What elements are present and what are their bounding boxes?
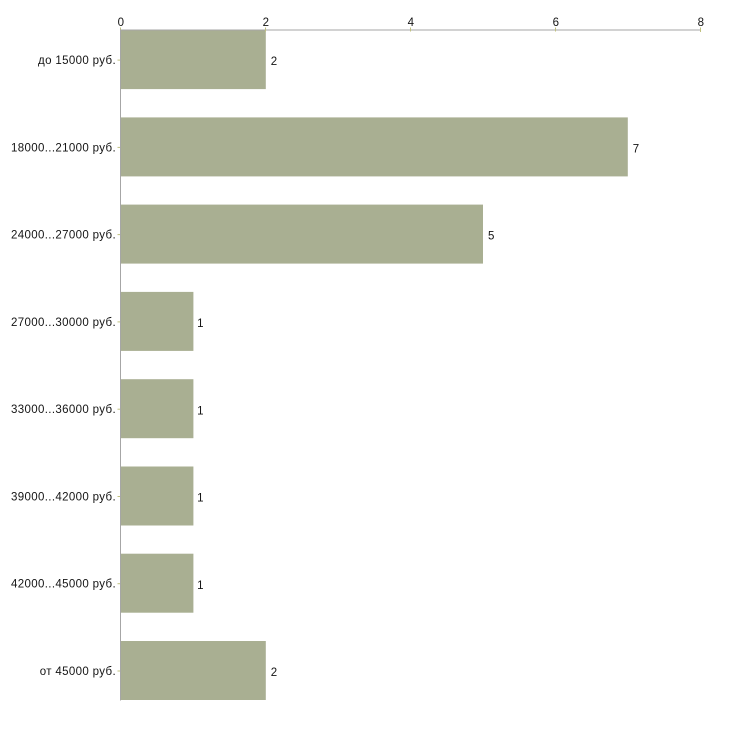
- svg-text:1: 1: [197, 318, 203, 330]
- svg-text:5: 5: [488, 231, 494, 243]
- svg-text:39000...42000 руб.: 39000...42000 руб.: [11, 491, 116, 503]
- svg-text:4: 4: [408, 17, 415, 29]
- svg-text:27000...30000 руб.: 27000...30000 руб.: [11, 317, 116, 329]
- svg-text:2: 2: [271, 667, 277, 679]
- svg-text:1: 1: [197, 405, 203, 417]
- svg-text:1: 1: [197, 580, 203, 592]
- svg-text:от 45000 руб.: от 45000 руб.: [40, 666, 116, 678]
- svg-text:8: 8: [698, 17, 704, 29]
- svg-text:33000...36000 руб.: 33000...36000 руб.: [11, 404, 116, 416]
- svg-text:6: 6: [553, 17, 559, 29]
- svg-text:1: 1: [197, 493, 203, 505]
- svg-text:до 15000 руб.: до 15000 руб.: [38, 55, 116, 67]
- svg-text:24000...27000 руб.: 24000...27000 руб.: [11, 230, 116, 242]
- svg-text:2: 2: [271, 56, 277, 68]
- svg-text:18000...21000 руб.: 18000...21000 руб.: [11, 142, 116, 154]
- svg-text:0: 0: [118, 17, 124, 29]
- svg-text:2: 2: [263, 17, 269, 29]
- svg-text:7: 7: [633, 144, 639, 156]
- svg-text:42000...45000 руб.: 42000...45000 руб.: [11, 579, 116, 591]
